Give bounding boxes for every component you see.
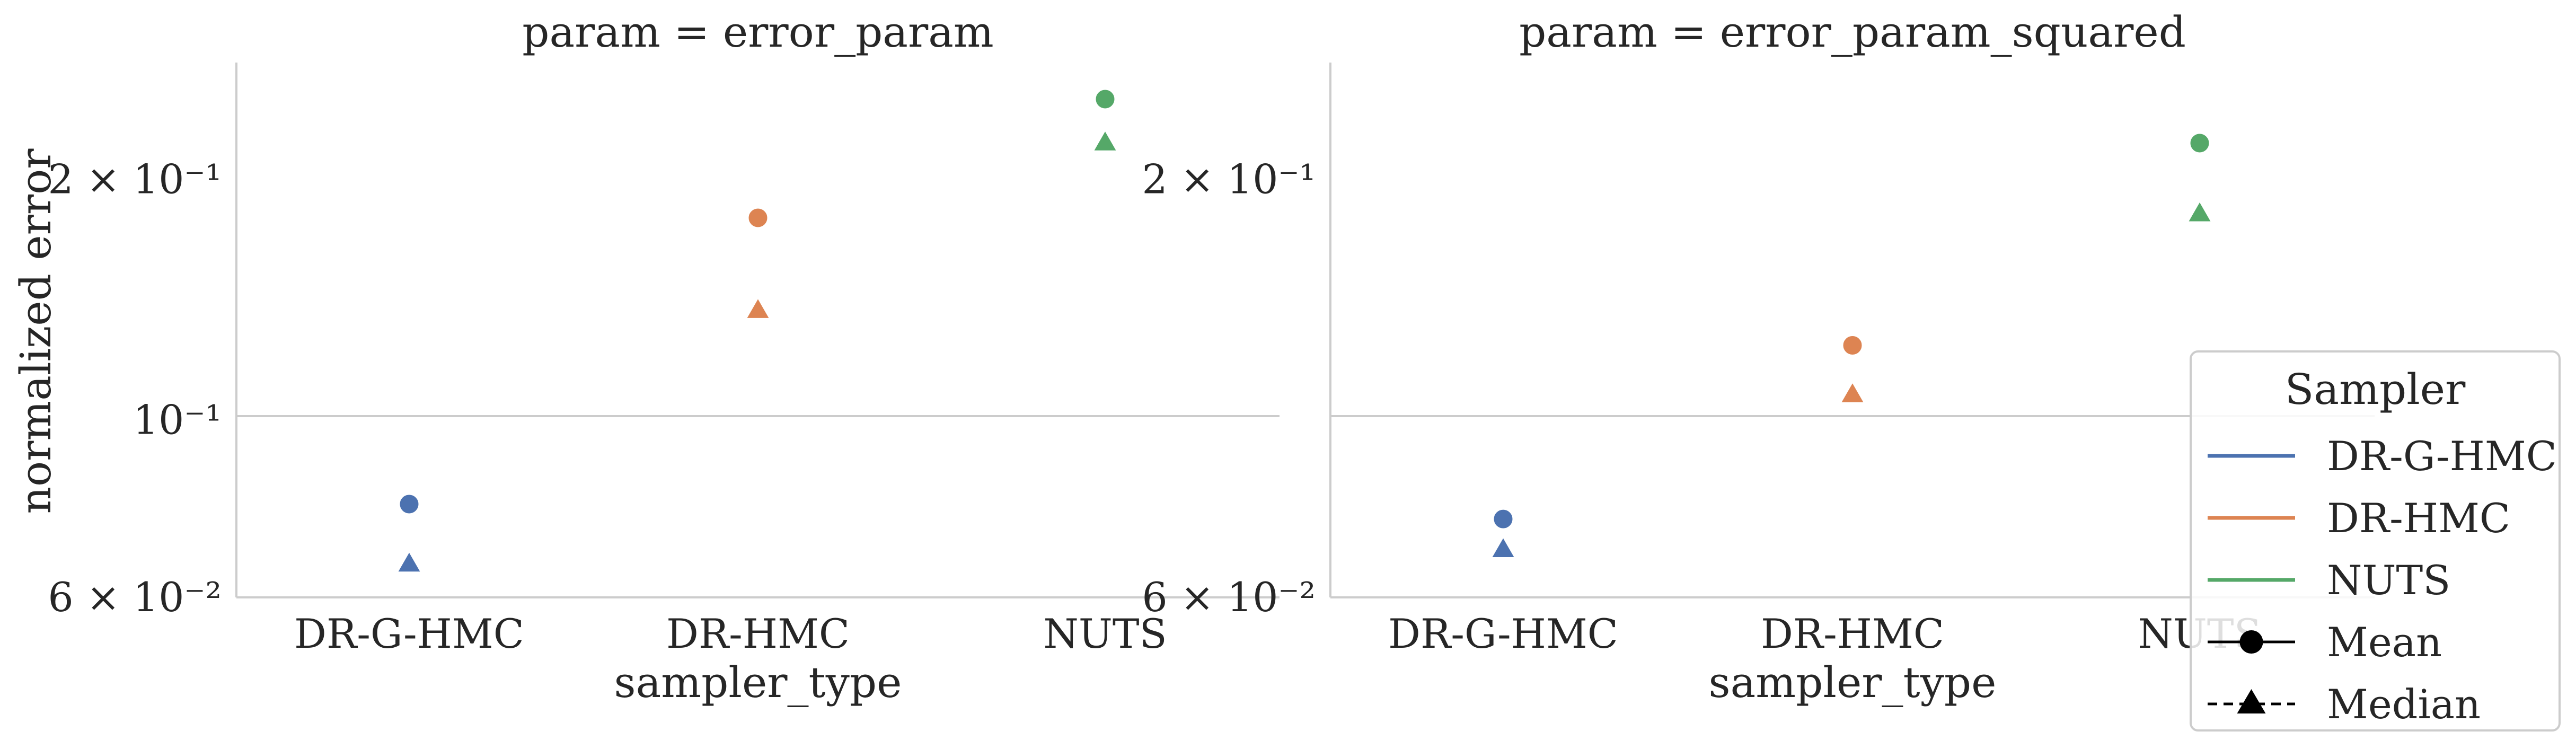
median-point (395, 549, 423, 574)
x-tick-label: DR-G-HMC (294, 610, 524, 657)
y-tick-label: 10⁻¹ (133, 396, 222, 443)
panel-1-y-label: normalized error (11, 148, 60, 514)
y-tick-label: 6 × 10⁻² (48, 574, 222, 621)
mean-point (747, 207, 769, 229)
legend-entry-label: DR-G-HMC (2327, 433, 2557, 480)
legend-box (2190, 350, 2561, 732)
legend-marker-swatch (2237, 689, 2266, 713)
legend-title: Sampler (2285, 365, 2466, 414)
x-tick-label: DR-G-HMC (1388, 610, 1618, 657)
mean-point (398, 493, 420, 515)
panel-1-x-ticks: DR-G-HMC DR-HMC NUTS (294, 610, 1167, 657)
mean-point (2189, 132, 2211, 154)
median-point (1839, 380, 1866, 404)
median-point (1091, 128, 1119, 152)
legend: Sampler DR-G-HMC DR-HMC NUTS Mean Median (2190, 350, 2561, 732)
legend-entries: DR-G-HMC DR-HMC NUTS Mean Median (2208, 433, 2557, 728)
panel-1-y-ticks: 6 × 10⁻² 10⁻¹ 2 × 10⁻¹ (48, 155, 222, 621)
panel-1-x-label: sampler_type (614, 658, 902, 707)
panel-2-marks (1489, 132, 2213, 559)
median-point (2186, 199, 2213, 223)
y-tick-label: 2 × 10⁻¹ (1142, 155, 1316, 202)
legend-entry-label: Median (2327, 681, 2481, 728)
legend-entry-label: NUTS (2327, 557, 2450, 604)
x-tick-label: DR-HMC (666, 610, 850, 657)
legend-entry-label: Mean (2327, 619, 2442, 666)
legend-marker-swatch (2239, 630, 2263, 654)
panel-error-param: param = error_param 6 × 10⁻² 10⁻¹ 2 × 10⁻¹… (11, 7, 1280, 707)
x-tick-label: NUTS (1043, 610, 1167, 657)
median-point (1489, 535, 1517, 559)
panel-2-x-label: sampler_type (1709, 658, 1997, 707)
median-point (744, 296, 772, 320)
x-tick-label: DR-HMC (1761, 610, 1944, 657)
panel-1-marks (395, 88, 1119, 574)
mean-point (1094, 88, 1116, 110)
y-tick-label: 6 × 10⁻² (1142, 574, 1316, 621)
panel-2-title: param = error_param_squared (1519, 7, 2186, 57)
panel-1-title: param = error_param (522, 7, 994, 57)
panel-2-y-ticks: 6 × 10⁻² 2 × 10⁻¹ (1142, 155, 1316, 621)
panel-error-param-squared: param = error_param_squared 6 × 10⁻² 2 × … (1142, 7, 2375, 707)
mean-point (1841, 334, 1864, 357)
y-tick-label: 2 × 10⁻¹ (48, 155, 222, 202)
legend-entry-label: DR-HMC (2327, 495, 2510, 542)
mean-point (1492, 508, 1514, 530)
